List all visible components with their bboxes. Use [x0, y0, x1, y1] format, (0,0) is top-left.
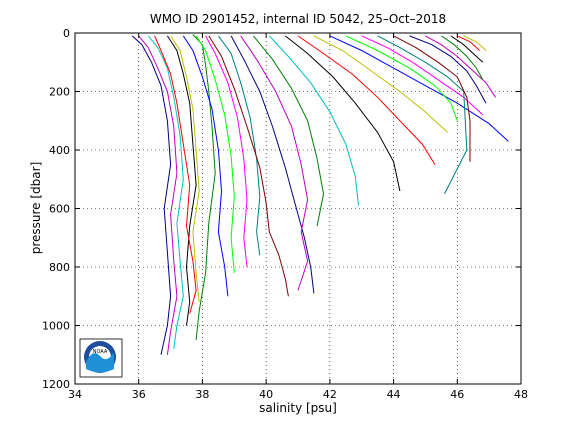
- profile-line: [457, 35, 480, 51]
- svg-text:NOAA: NOAA: [93, 349, 108, 355]
- profile-line: [253, 35, 325, 227]
- profile-line: [441, 35, 484, 81]
- profile-line: [170, 35, 200, 303]
- profile-line: [329, 35, 509, 142]
- y-tick-label: 400: [49, 144, 70, 157]
- profile-line: [463, 35, 487, 51]
- noaa-logo: NOAA: [79, 338, 123, 378]
- y-tick-label: 1000: [42, 320, 70, 333]
- axis-tick-labels: 34 36 38 40 42 44 46 48 0 200 400 600 800 1000 1200: [42, 27, 528, 401]
- plot-area: [131, 34, 509, 355]
- profile-line: [217, 35, 261, 256]
- x-tick-label: 38: [195, 388, 209, 401]
- profile-line: [313, 35, 449, 133]
- profile-line: [297, 35, 436, 165]
- profile-line: [166, 35, 197, 326]
- profile-line: [208, 35, 289, 297]
- profile-line: [192, 34, 216, 341]
- profile-line: [230, 35, 315, 294]
- x-tick-label: 40: [259, 388, 273, 401]
- plot-background: [75, 33, 521, 384]
- profile-line: [138, 35, 178, 355]
- profile-line: [425, 35, 496, 98]
- x-tick-label: 46: [450, 388, 464, 401]
- y-tick-label: 600: [49, 203, 70, 216]
- profile-line: [393, 35, 471, 162]
- x-tick-label: 42: [323, 388, 337, 401]
- x-tick-label: 44: [387, 388, 401, 401]
- chart-title: WMO ID 2901452, internal ID 5042, 25–Oct…: [150, 12, 446, 26]
- profile-line: [450, 35, 484, 63]
- axis-ticks: [74, 32, 522, 385]
- y-tick-label: 200: [49, 86, 70, 99]
- profile-line: [131, 35, 172, 355]
- profile-line: [284, 35, 401, 192]
- profile-line: [240, 35, 309, 291]
- profile-line: [409, 35, 487, 104]
- x-tick-label: 36: [132, 388, 146, 401]
- y-tick-label: 800: [49, 261, 70, 274]
- series-lines: [131, 34, 509, 355]
- profile-line: [147, 35, 184, 349]
- x-tick-label: 48: [514, 388, 528, 401]
- x-tick-label: 34: [68, 388, 82, 401]
- profile-line: [154, 35, 197, 314]
- y-tick-label: 0: [63, 27, 70, 40]
- profile-line: [182, 35, 229, 297]
- x-axis-label: salinity [psu]: [259, 401, 337, 415]
- profile-line: [268, 35, 359, 206]
- profile-line: [345, 35, 458, 121]
- y-axis-label: pressure [dbar]: [29, 162, 43, 255]
- profile-line: [205, 35, 248, 268]
- profile-line: [377, 35, 468, 195]
- y-tick-label: 1200: [42, 378, 70, 391]
- gridlines: [75, 33, 521, 384]
- profile-line: [195, 35, 235, 273]
